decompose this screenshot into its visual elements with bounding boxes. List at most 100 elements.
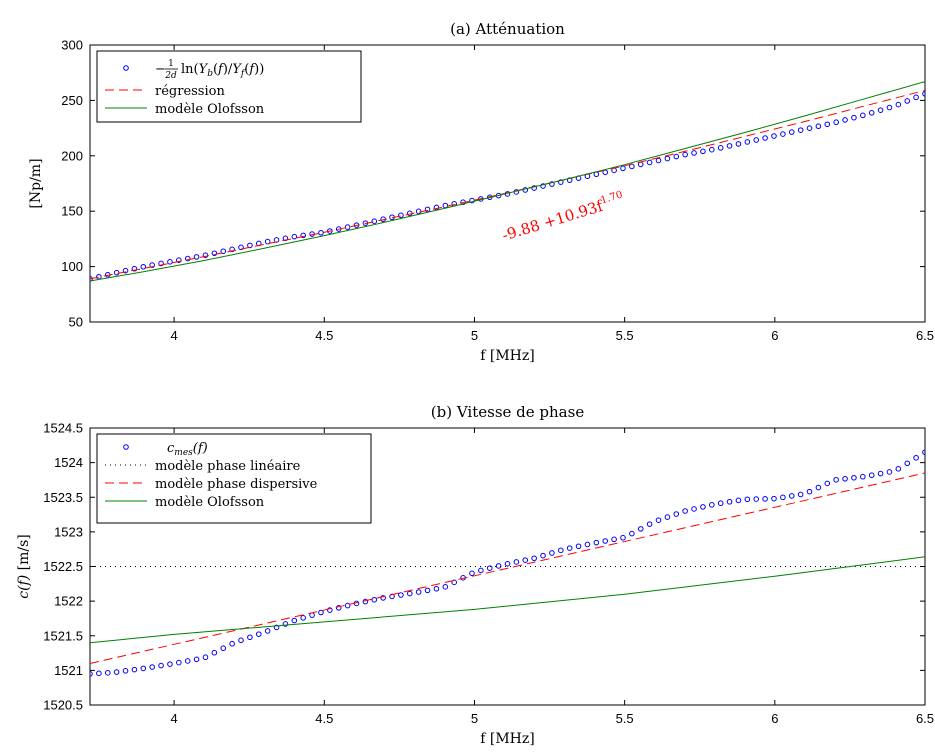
data-point xyxy=(90,671,93,677)
series-line xyxy=(90,81,925,282)
data-point xyxy=(202,654,209,661)
data-point xyxy=(549,550,555,556)
data-point xyxy=(273,624,280,631)
data-point xyxy=(398,212,404,219)
data-point xyxy=(842,475,848,482)
data-point xyxy=(655,517,662,523)
y-tick-label: 1520.5 xyxy=(43,698,83,713)
data-point xyxy=(735,497,742,504)
data-point xyxy=(673,511,680,517)
data-point xyxy=(620,534,626,541)
data-point xyxy=(691,506,697,512)
y-tick-label: 1521.5 xyxy=(43,628,83,643)
chart-title: (b) Vitesse de phase xyxy=(431,403,585,421)
x-tick-label: 4 xyxy=(170,328,177,343)
data-point xyxy=(815,123,822,130)
legend-label: modèle Olofsson xyxy=(155,495,265,510)
y-tick-label: 1522.5 xyxy=(43,559,83,574)
data-point xyxy=(140,263,147,270)
y-tick-label: 50 xyxy=(69,315,83,330)
data-point xyxy=(824,480,831,487)
data-point xyxy=(255,631,262,637)
data-point xyxy=(158,662,164,669)
data-point xyxy=(247,634,253,641)
x-tick-label: 5.5 xyxy=(616,711,634,726)
data-point xyxy=(433,204,440,211)
data-point xyxy=(176,257,182,263)
data-point xyxy=(220,645,227,652)
data-point xyxy=(184,658,191,664)
data-point xyxy=(620,165,626,172)
data-point xyxy=(877,470,884,477)
data-point xyxy=(860,473,866,480)
data-point xyxy=(318,229,324,236)
data-point xyxy=(193,656,200,663)
data-point xyxy=(540,552,546,559)
x-axis-label: f [MHz] xyxy=(480,348,534,364)
data-point xyxy=(691,150,697,156)
y-tick-label: 1524.5 xyxy=(43,421,83,436)
data-point xyxy=(371,218,378,224)
data-point xyxy=(531,185,537,191)
x-tick-label: 5 xyxy=(471,328,478,343)
legend-frac-den: 2d xyxy=(164,71,177,81)
data-point xyxy=(913,94,919,101)
data-point xyxy=(788,493,795,499)
data-point xyxy=(96,273,102,280)
data-point xyxy=(193,254,200,260)
data-point xyxy=(575,543,582,550)
data-point xyxy=(753,137,760,143)
data-point xyxy=(291,233,298,240)
data-point xyxy=(113,669,120,675)
data-point xyxy=(584,541,591,548)
data-point xyxy=(167,259,173,265)
data-point xyxy=(371,596,378,603)
series-markers xyxy=(90,90,925,282)
data-point xyxy=(149,664,155,670)
data-point xyxy=(851,114,857,121)
data-point xyxy=(629,530,635,537)
data-point xyxy=(398,592,404,598)
data-point xyxy=(682,508,688,514)
data-point xyxy=(922,449,925,456)
legend: cmes(f)modèle phase linéaire modèle phase… xyxy=(96,433,372,524)
data-point xyxy=(868,472,875,479)
x-tick-label: 6.5 xyxy=(916,711,934,726)
data-point xyxy=(557,547,564,554)
data-point xyxy=(593,171,600,178)
data-point xyxy=(566,545,573,551)
data-point xyxy=(833,119,839,126)
data-point xyxy=(806,125,813,131)
data-point xyxy=(922,90,925,97)
data-point xyxy=(611,536,617,543)
data-point xyxy=(211,649,218,656)
data-point xyxy=(424,587,431,594)
series-markers xyxy=(90,449,925,677)
data-point xyxy=(753,496,760,502)
regression-annotation: -9.88 +10.93f1.70 xyxy=(500,189,627,244)
data-point xyxy=(771,133,777,139)
data-point xyxy=(700,504,706,510)
data-point xyxy=(415,589,422,595)
chart-title: (a) Atténuation xyxy=(450,20,565,38)
x-tick-label: 5.5 xyxy=(616,328,634,343)
data-point xyxy=(664,155,671,162)
legend-rest: ln(Yb(f)/Yf(f)) xyxy=(181,62,264,79)
data-point xyxy=(726,498,733,505)
x-tick-label: 5 xyxy=(471,711,478,726)
plot-frame xyxy=(89,44,926,323)
y-tick-label: 150 xyxy=(61,204,83,219)
data-point xyxy=(300,232,306,239)
data-point xyxy=(318,609,324,616)
data-point xyxy=(780,131,786,137)
data-point xyxy=(104,670,111,676)
data-point xyxy=(140,665,147,672)
data-point xyxy=(442,202,449,209)
data-point xyxy=(593,539,600,546)
data-point xyxy=(131,265,138,272)
data-point xyxy=(904,98,911,104)
data-point xyxy=(815,484,822,491)
data-point xyxy=(433,585,440,592)
